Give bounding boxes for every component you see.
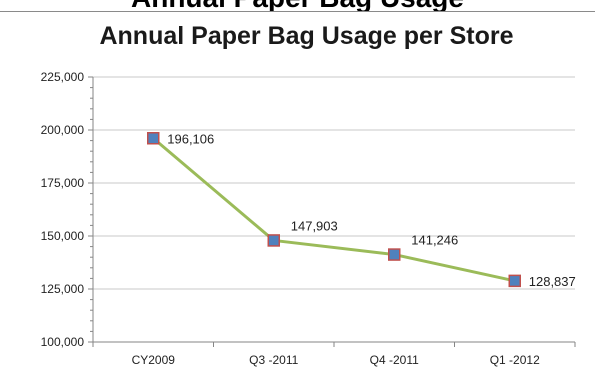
y-tick-label: 200,000 <box>41 123 85 137</box>
series-line <box>152 137 516 283</box>
x-tick-label: Q3 -2011 <box>249 353 298 367</box>
data-point <box>388 248 401 261</box>
clipped-slide-title: Annual Paper Bag Usage <box>0 0 595 12</box>
y-tick-label: 125,000 <box>41 282 85 296</box>
data-label: 147,903 <box>291 218 338 233</box>
data-point <box>267 234 280 247</box>
data-point <box>508 274 521 288</box>
chart-title: Annual Paper Bag Usage per Store <box>99 22 514 50</box>
data-label: 141,246 <box>411 233 458 248</box>
chart-border-top <box>0 11 595 12</box>
data-point <box>147 132 160 145</box>
y-tick-label: 150,000 <box>41 229 85 243</box>
x-tick-label: Q4 -2011 <box>370 353 419 367</box>
data-label: 128,837 <box>529 274 576 289</box>
clipped-slide-title-text: Annual Paper Bag Usage <box>0 0 595 12</box>
x-tick-label: Q1 -2012 <box>490 353 540 367</box>
data-label: 196,106 <box>167 131 214 146</box>
y-tick-label: 100,000 <box>41 335 85 349</box>
y-tick-label: 225,000 <box>41 70 85 84</box>
y-tick-label: 175,000 <box>41 176 85 190</box>
x-tick-label: CY2009 <box>132 353 176 367</box>
